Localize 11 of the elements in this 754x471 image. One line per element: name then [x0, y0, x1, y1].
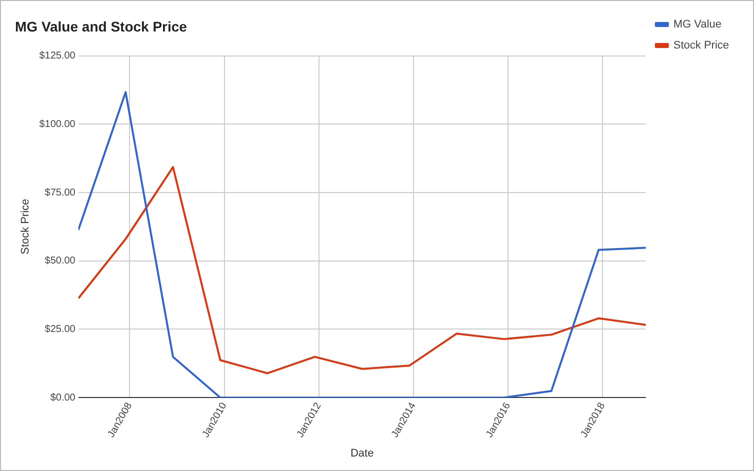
legend-label: Stock Price [673, 40, 730, 52]
y-tick-label: $125.00 [39, 50, 76, 62]
y-tick-label: $0.00 [50, 392, 76, 404]
y-tick-label: $75.00 [44, 187, 76, 198]
y-tick-label: $25.00 [44, 324, 76, 335]
chart-title: MG Value and Stock Price [15, 18, 188, 34]
x-axis-title: Date [350, 447, 374, 460]
y-tick-label: $100.00 [39, 118, 76, 130]
y-tick-label: $50.00 [44, 256, 76, 267]
y-axis-title: Stock Price [20, 198, 32, 255]
legend-label: MG Value [673, 18, 722, 31]
